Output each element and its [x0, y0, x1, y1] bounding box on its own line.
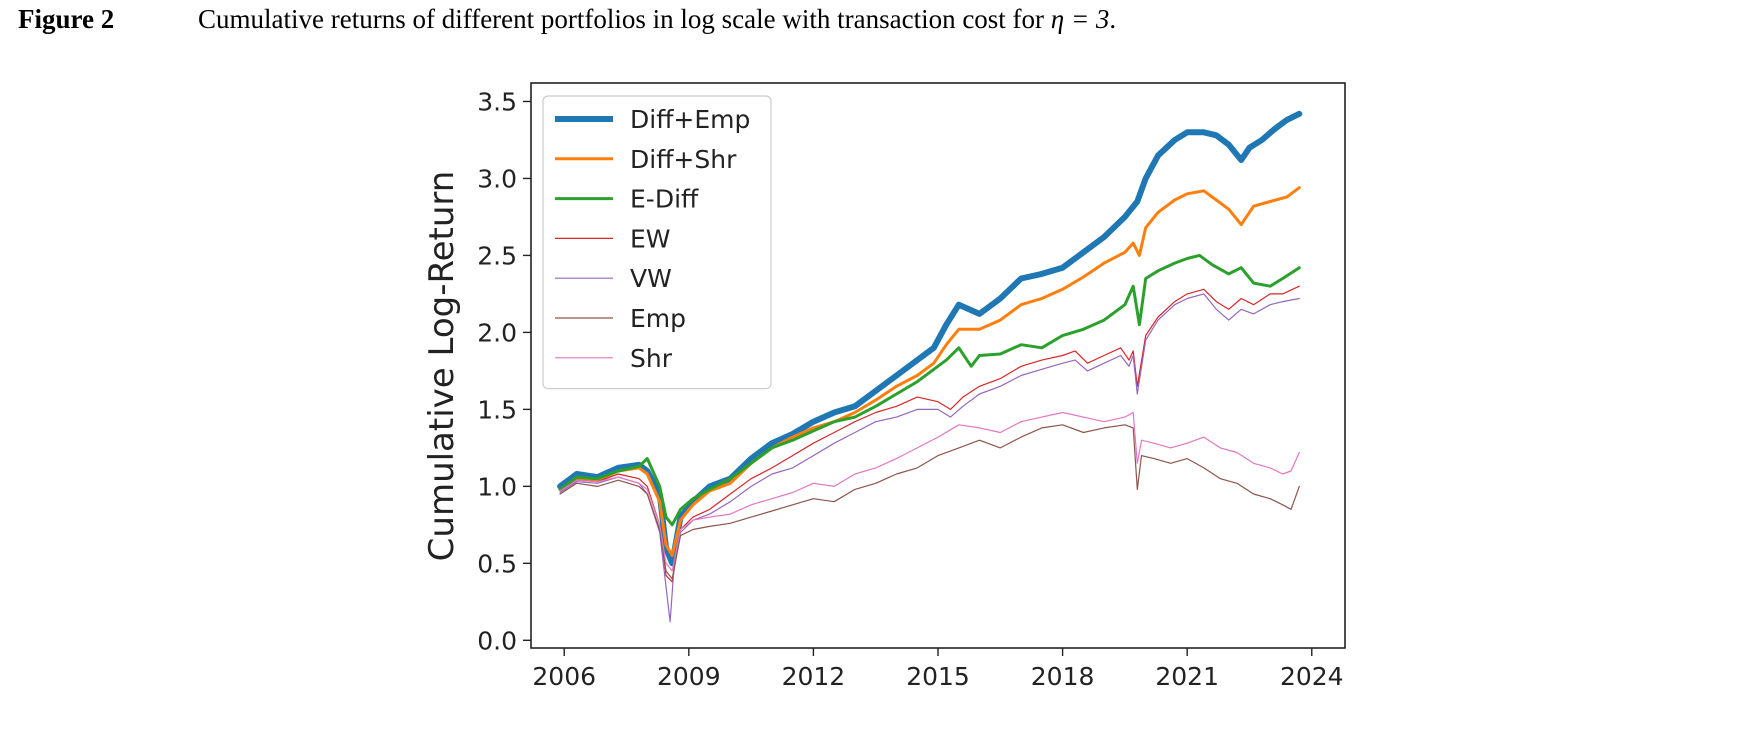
series-line-ew	[559, 285, 1300, 583]
y-tick-label: 2.5	[477, 241, 517, 270]
plot-frame	[530, 82, 1346, 649]
y-tick-label: 2.0	[477, 318, 517, 347]
legend-label: Emp	[630, 304, 686, 333]
y-tick-label: 1.5	[477, 395, 517, 424]
series-line-vw	[559, 293, 1300, 623]
y-axis-label: Cumulative Log-Return	[422, 171, 462, 562]
figure-caption: Figure 2 Cumulative returns of different…	[18, 4, 1116, 35]
y-tick-label: 0.5	[477, 549, 517, 578]
caption-text-main: Cumulative returns of different portfoli…	[198, 4, 1051, 34]
caption-text-end: .	[1109, 4, 1117, 34]
x-tick-label: 2015	[906, 662, 970, 691]
series-line-emp	[559, 424, 1300, 580]
legend-box	[542, 95, 772, 390]
y-tick-label: 1.0	[477, 472, 517, 501]
series-line-shr	[559, 411, 1300, 572]
series-line-e-diff	[558, 253, 1301, 527]
y-tick-label: 3.5	[477, 87, 517, 116]
x-tick-label: 2012	[782, 662, 846, 691]
y-tick-label: 3.0	[477, 164, 517, 193]
x-tick-label: 2024	[1280, 662, 1344, 691]
legend-label: E-Diff	[630, 185, 699, 214]
legend-label: Shr	[630, 344, 673, 373]
y-tick-label: 0.0	[477, 626, 517, 655]
legend-label: EW	[630, 224, 671, 253]
legend-label: VW	[630, 264, 672, 293]
x-tick-label: 2006	[532, 662, 596, 691]
caption-text: Cumulative returns of different portfoli…	[198, 4, 1116, 35]
x-tick-label: 2018	[1031, 662, 1095, 691]
legend: Diff+Emp Diff+Shr E-Diff EW VW Emp Shr	[542, 95, 772, 390]
x-axis: 2006 2009 2012 2015 2018 2021 2024	[532, 648, 1344, 691]
x-tick-label: 2009	[657, 662, 721, 691]
figure-label: Figure 2	[18, 4, 115, 34]
legend-label: Diff+Shr	[630, 145, 737, 174]
y-axis: 0.0 0.5 1.0 1.5 2.0 2.5 3.0 3.5	[477, 87, 531, 655]
caption-math: η = 3	[1050, 4, 1110, 34]
plot-area	[557, 110, 1303, 623]
series-line-diff-shr	[558, 186, 1301, 558]
legend-label: Diff+Emp	[630, 105, 750, 134]
series-line-diff-emp	[557, 110, 1303, 567]
x-tick-label: 2021	[1155, 662, 1219, 691]
